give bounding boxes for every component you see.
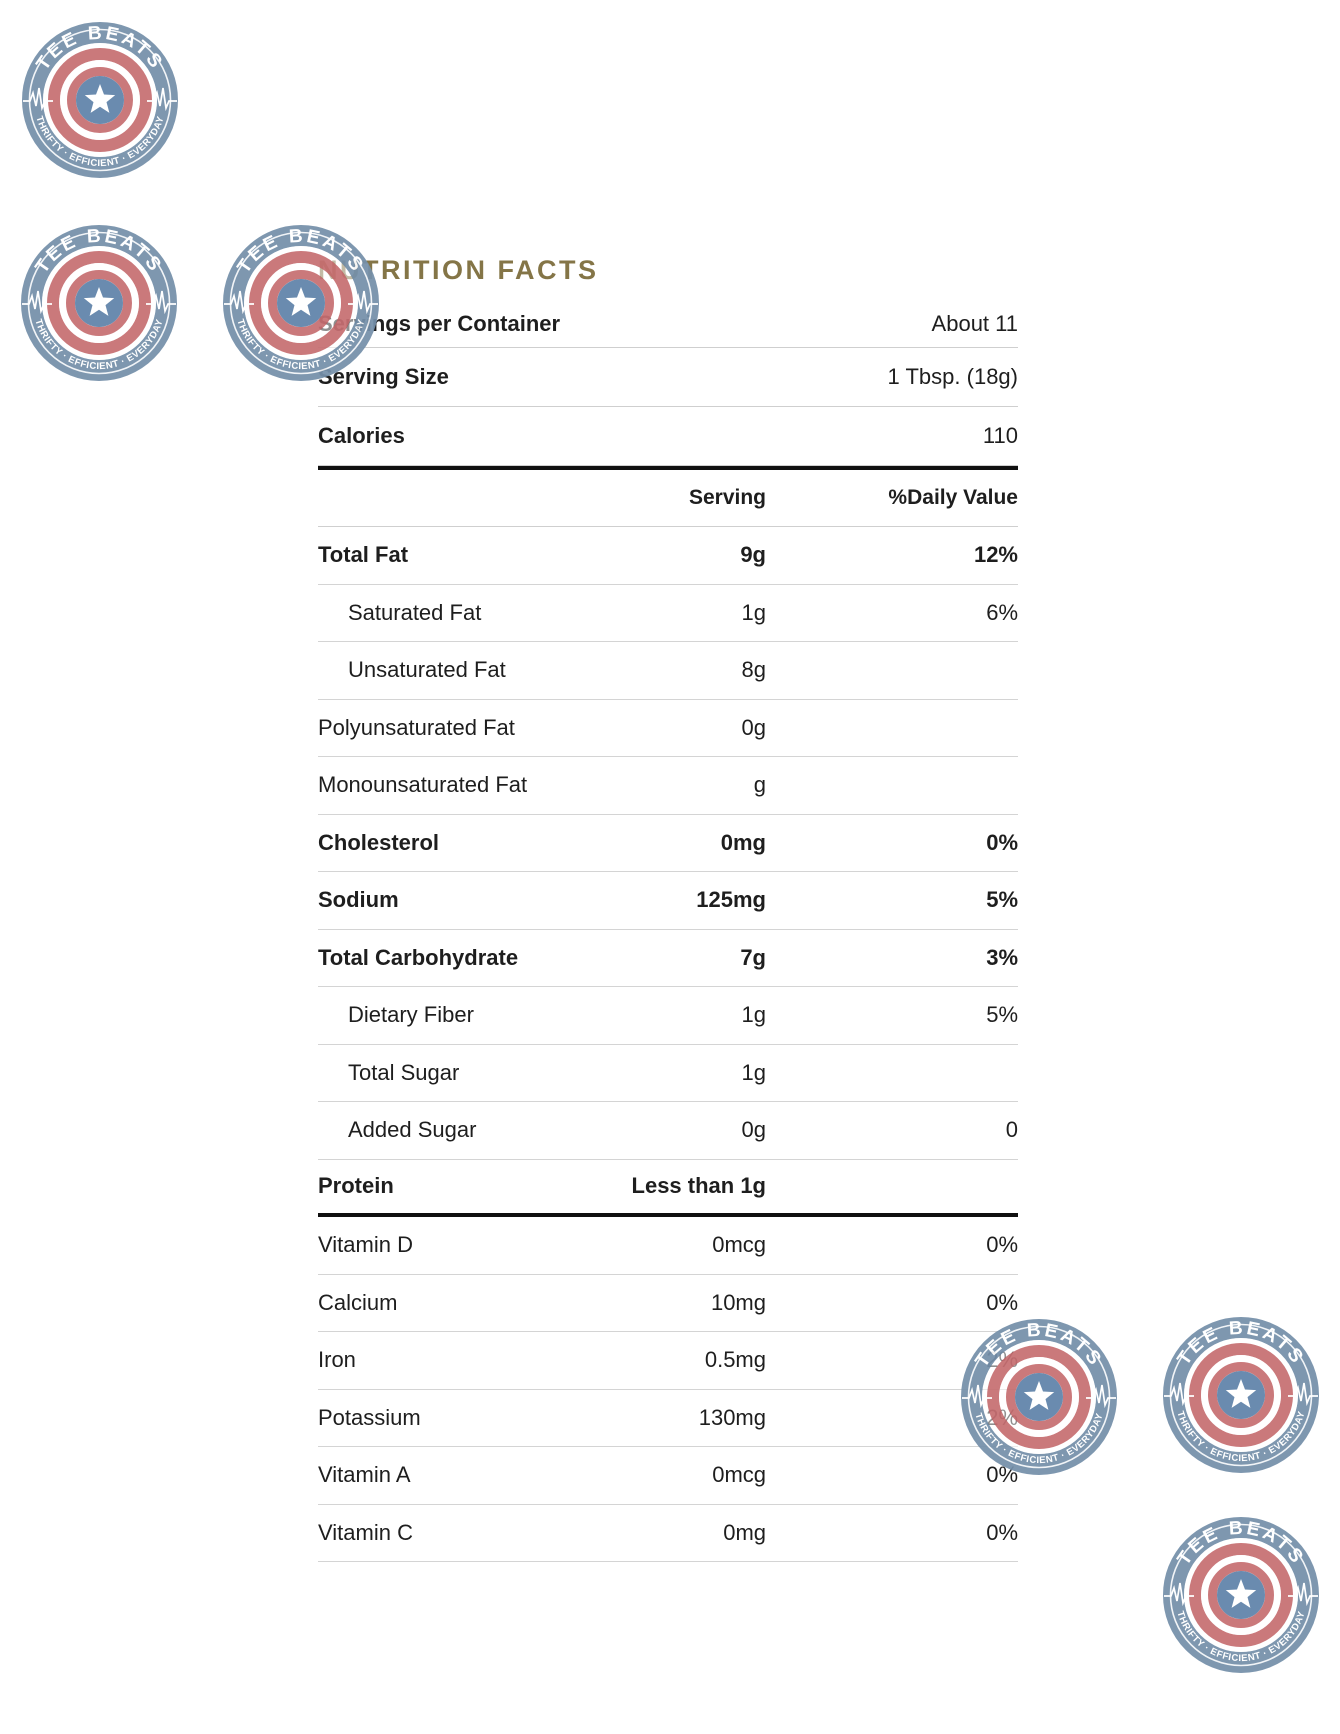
tee-beats-badge-logo: TEE BEATS THRIFTY · EFFICIENT · EVERYDAY	[1161, 1515, 1321, 1675]
calories-label: Calories	[318, 423, 405, 448]
daily-value: 5%	[986, 887, 1018, 913]
nutrient-label: Total Carbohydrate	[318, 944, 519, 970]
table-row: Potassium 130mg 2%	[318, 1390, 1018, 1447]
table-row: Monounsaturated Fat g	[318, 757, 1018, 815]
nutrient-label: Vitamin C	[318, 1519, 413, 1545]
serving-value: 1g	[741, 599, 766, 625]
table-row: Vitamin C 0mg 0%	[318, 1505, 1018, 1562]
table-row: Iron 0.5mg 2%	[318, 1332, 1018, 1390]
serving-value: 0mcg	[712, 1462, 766, 1488]
table-row: Total Carbohydrate 7g 3%	[318, 930, 1018, 987]
serving-value: 1g	[741, 1059, 766, 1085]
column-header-serving: Serving	[688, 486, 766, 509]
nutrient-label: Cholesterol	[318, 829, 440, 855]
nutrient-label: Saturated Fat	[348, 599, 482, 625]
nutrient-label: Dietary Fiber	[348, 1002, 474, 1028]
daily-value: 3%	[986, 944, 1018, 970]
daily-value: 0%	[986, 1519, 1018, 1545]
serving-value: 0.5mg	[704, 1347, 766, 1373]
serving-value: 0g	[741, 714, 766, 740]
table-row: Cholesterol 0mg 0%	[318, 815, 1018, 872]
summary-row-serving-size: Serving Size 1 Tbsp. (18g)	[318, 348, 1018, 407]
table-row: Polyunsaturated Fat 0g	[318, 700, 1018, 757]
table-row: Calcium 10mg 0%	[318, 1275, 1018, 1332]
serving-value: g	[753, 772, 766, 798]
serving-value: 7g	[740, 944, 766, 970]
serving-value: 130mg	[698, 1404, 766, 1430]
serving-size-value: 1 Tbsp. (18g)	[887, 364, 1018, 389]
vitamins-table: Vitamin D 0mcg 0% Calcium 10mg 0% Iron 0…	[318, 1217, 1018, 1562]
table-row: Saturated Fat 1g 6%	[318, 585, 1018, 642]
serving-value: 0mg	[723, 1519, 766, 1545]
nutrient-label: Monounsaturated Fat	[318, 772, 528, 798]
daily-value: 12%	[973, 542, 1018, 568]
serving-value: 0mcg	[712, 1232, 766, 1258]
daily-value: 0%	[986, 1289, 1018, 1315]
table-row: Vitamin A 0mcg 0%	[318, 1447, 1018, 1505]
nutrition-facts-panel: NUTRITION FACTS Servings per Container A…	[318, 255, 1018, 1562]
table-row: Sodium 125mg 5%	[318, 872, 1018, 930]
nutrient-label: Calcium	[318, 1289, 398, 1315]
daily-value: 6%	[986, 599, 1018, 625]
summary-row-calories: Calories 110	[318, 407, 1018, 466]
tee-beats-badge-logo: TEE BEATS THRIFTY · EFFICIENT · EVERYDAY	[221, 223, 381, 383]
table-row: Added Sugar 0g 0	[318, 1102, 1018, 1160]
page-title: NUTRITION FACTS	[318, 255, 599, 285]
serving-value: 1g	[741, 1002, 766, 1028]
nutrient-label: Vitamin D	[318, 1232, 413, 1258]
tee-beats-badge-logo: TEE BEATS THRIFTY · EFFICIENT · EVERYDAY	[19, 223, 179, 383]
serving-value: 9g	[740, 542, 766, 568]
tee-beats-badge-logo: TEE BEATS THRIFTY · EFFICIENT · EVERYDAY	[959, 1317, 1119, 1477]
nutrient-label: Total Fat	[318, 542, 409, 568]
tee-beats-badge-logo: TEE BEATS THRIFTY · EFFICIENT · EVERYDAY	[1161, 1315, 1321, 1475]
serving-value: 10mg	[710, 1289, 766, 1315]
summary-row-servings: Servings per Container About 11	[318, 300, 1018, 348]
table-row: Total Fat 9g 12%	[318, 527, 1018, 585]
nutrient-label: Potassium	[318, 1404, 421, 1430]
nutrient-label: Unsaturated Fat	[348, 657, 506, 683]
nutrient-label: Vitamin A	[318, 1462, 411, 1488]
calories-value: 110	[982, 423, 1018, 448]
nutrient-label: Sodium	[318, 887, 399, 913]
table-row: Dietary Fiber 1g 5%	[318, 987, 1018, 1045]
serving-value: Less than 1g	[631, 1173, 766, 1199]
daily-value: 0%	[986, 829, 1018, 855]
nutrient-label: Polyunsaturated Fat	[318, 714, 515, 740]
servings-per-container-value: About 11	[931, 310, 1018, 336]
nutrient-label: Iron	[318, 1347, 356, 1373]
serving-value: 8g	[741, 657, 766, 683]
nutrients-table: Total Fat 9g 12% Saturated Fat 1g 6% Uns…	[318, 527, 1018, 1217]
table-row: Unsaturated Fat 8g	[318, 642, 1018, 700]
table-column-headers: Serving %Daily Value	[318, 470, 1018, 527]
nutrient-label: Protein	[318, 1173, 394, 1199]
table-row: Vitamin D 0mcg 0%	[318, 1217, 1018, 1275]
serving-value: 0g	[741, 1117, 766, 1143]
serving-value: 125mg	[696, 887, 766, 913]
nutrient-label: Added Sugar	[348, 1117, 477, 1143]
daily-value: 0%	[986, 1232, 1018, 1258]
column-header-daily-value: %Daily Value	[888, 486, 1018, 509]
serving-value: 0mg	[720, 829, 766, 855]
nutrient-label: Total Sugar	[348, 1059, 460, 1085]
table-row: Total Sugar 1g	[318, 1045, 1018, 1102]
summary-section: Servings per Container About 11 Serving …	[318, 300, 1018, 470]
table-row: Protein Less than 1g	[318, 1160, 1018, 1217]
daily-value: 5%	[986, 1002, 1018, 1028]
tee-beats-badge-logo: TEE BEATS THRIFTY · EFFICIENT · EVERYDAY	[20, 20, 180, 180]
daily-value: 0	[1005, 1117, 1018, 1143]
